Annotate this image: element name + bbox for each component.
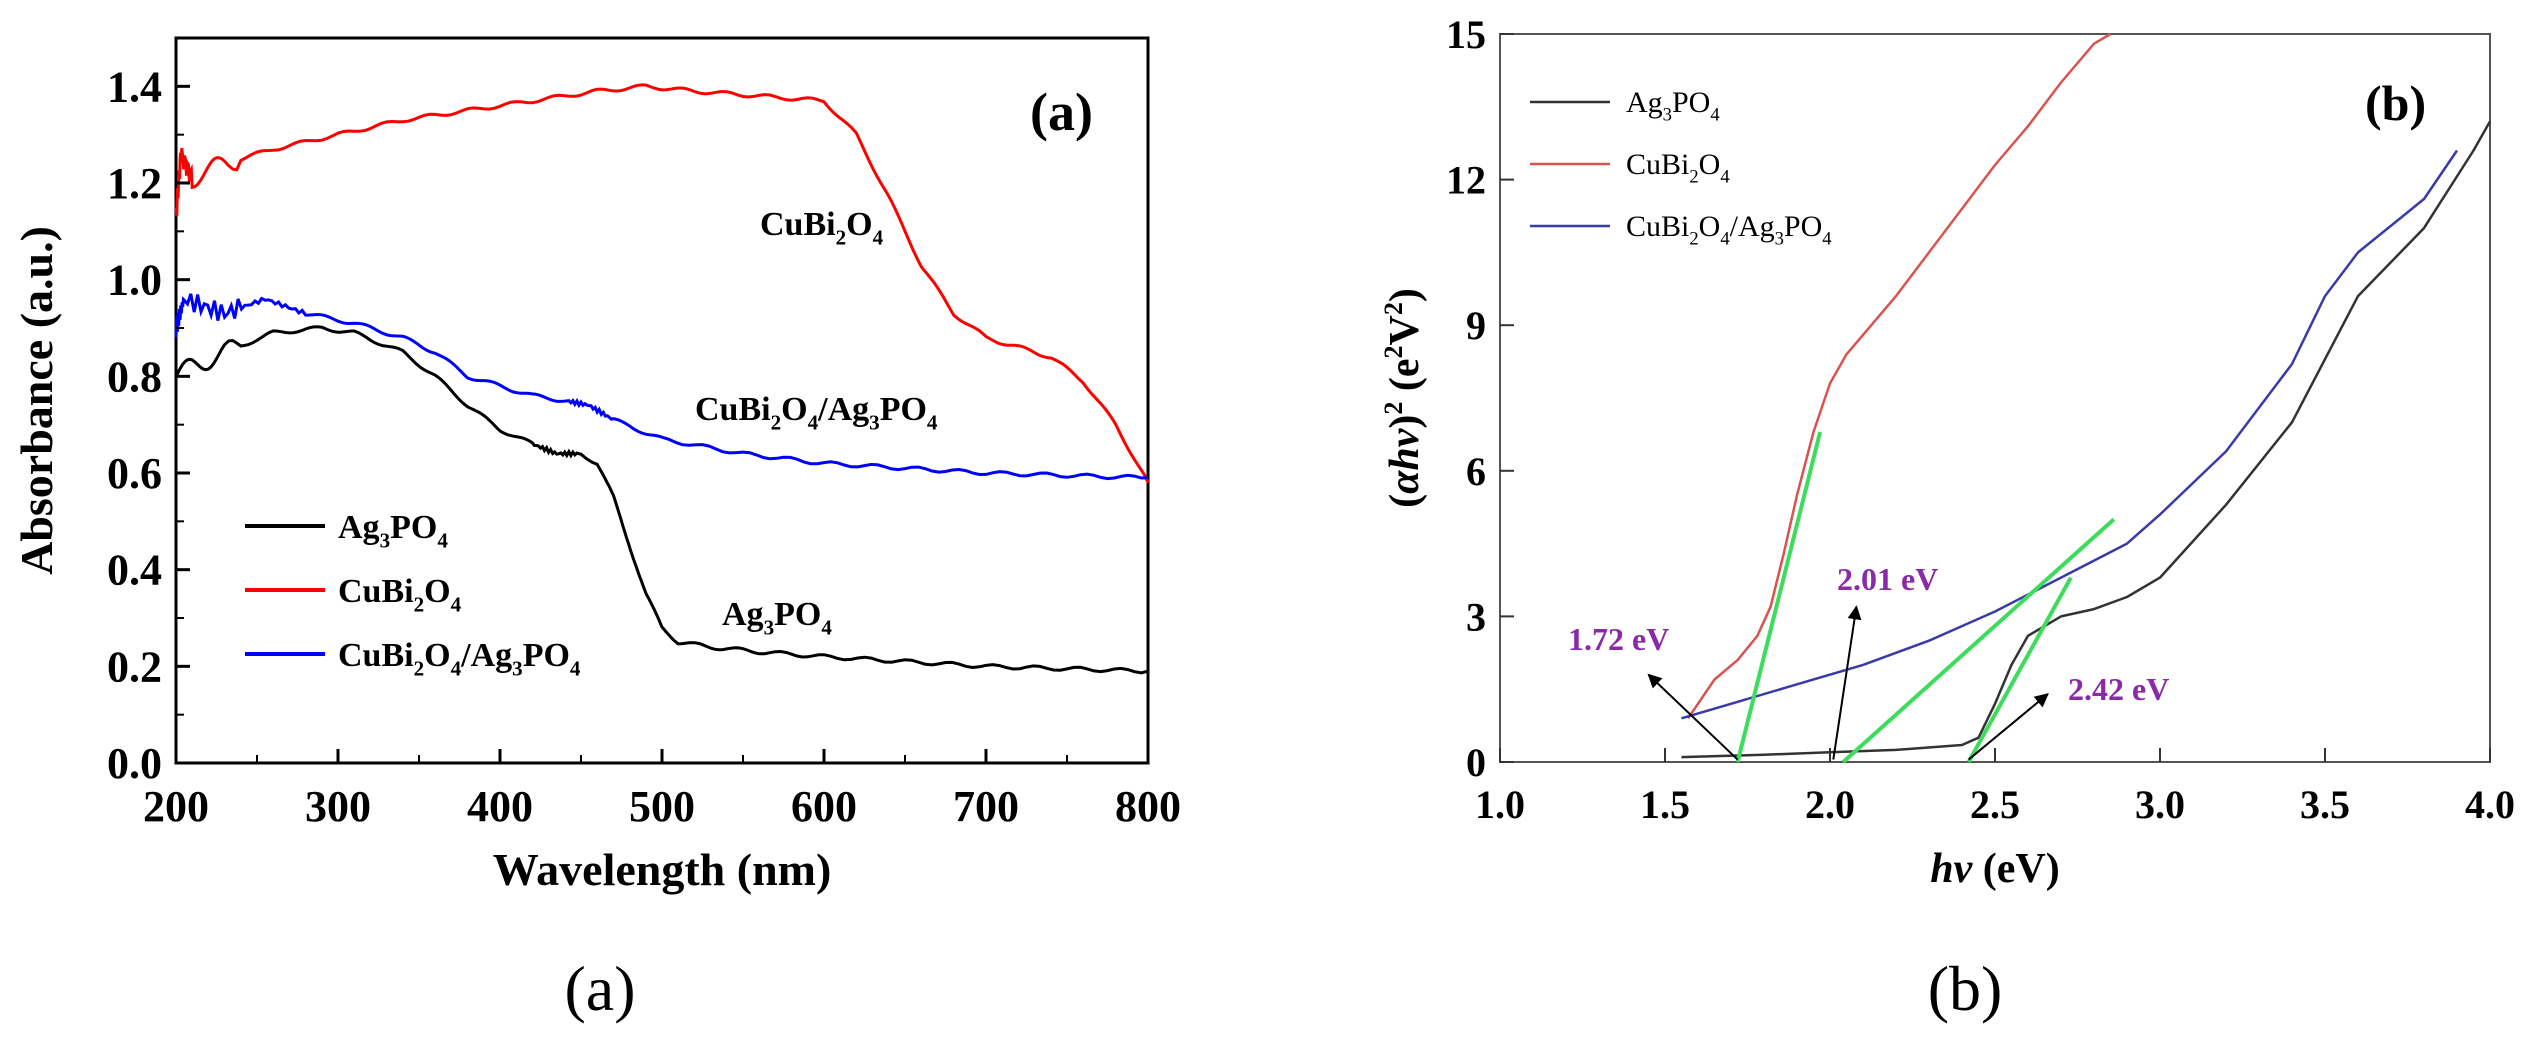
chart-b-tangent-line [1841, 517, 2116, 764]
chart-a-x-axis-label: Wavelength (nm) [493, 844, 832, 895]
chart-a-panel-label: (a) [1030, 82, 1093, 142]
chart-b-arrow [1967, 693, 2049, 761]
chart-b-legend-label: CuBi2O4 [1626, 148, 1730, 187]
chart-a-x-tick-label: 600 [791, 782, 857, 831]
chart-a-series-ag3po4 [174, 325, 1149, 675]
chart-a-x-tick-label: 400 [467, 782, 533, 831]
chart-a-series-cubi2o4ag3po4 [174, 293, 1149, 481]
chart-b: 1.0 1.5 2.0 2.5 3.0 3.5 4.0 0 3 6 9 12 15 (b) hv (eV… [1379, 12, 2515, 892]
chart-a-x-tick-label: 200 [143, 782, 209, 831]
chart-b-y-tick-label: 15 [1446, 12, 1486, 57]
chart-b-y-tick-label: 6 [1466, 449, 1486, 494]
chart-a-y-tick-label: 0.4 [107, 546, 162, 595]
chart-a-y-tick-label: 0.0 [107, 739, 162, 788]
chart-a-series-cubi2o4 [174, 83, 1150, 484]
chart-b-x-tick-label: 3.5 [2300, 782, 2350, 827]
chart-b-band-gap-label: 1.72 eV [1568, 621, 1669, 657]
chart-a-x-tick-label: 700 [953, 782, 1019, 831]
chart-b-legend-label: Ag3PO4 [1626, 86, 1720, 125]
chart-a-y-tick-label: 0.6 [107, 449, 162, 498]
chart-b-x-tick-label: 1.5 [1640, 782, 1690, 827]
chart-b-y-tick-label: 3 [1466, 594, 1486, 639]
chart-a-legend-label: CuBi2O4 [338, 573, 462, 617]
chart-a-y-axis-label: Absorbance (a.u.) [11, 226, 62, 575]
chart-a-y-tick-label: 1.0 [107, 256, 162, 305]
chart-b-arrow [1832, 605, 1862, 760]
chart-a-x-tick-label: 800 [1115, 782, 1181, 831]
chart-a-x-tick-label: 500 [629, 782, 695, 831]
chart-a-y-tick-label: 1.2 [107, 159, 162, 208]
chart-b-x-tick-label: 3.0 [2135, 782, 2185, 827]
chart-b-y-axis-label: (αhv)2 (e2V2) [1379, 288, 1428, 508]
chart-b-tangent-line [1735, 431, 1823, 763]
chart-b-x-tick-label: 2.5 [1970, 782, 2020, 827]
chart-a-y-tick-label: 1.4 [107, 62, 162, 111]
chart-a-legend: Ag3PO4 CuBi2O4 CuBi2O4/Ag3PO4 [245, 509, 581, 681]
chart-a-annotation: CuBi2O4 [760, 206, 884, 250]
chart-b-band-gap-label: 2.01 eV [1837, 561, 1938, 597]
chart-b-series-cubi2o4ag3po4 [1681, 149, 2459, 720]
chart-b-series-cubi2o4 [1687, 32, 2112, 720]
chart-b-x-tick-label: 1.0 [1475, 782, 1525, 827]
chart-b-y-tick-label: 9 [1466, 303, 1486, 348]
chart-a-y-tick-label: 0.2 [107, 642, 162, 691]
chart-a-annotation: CuBi2O4/Ag3PO4 [695, 391, 938, 435]
caption-a: (a) [564, 953, 635, 1024]
chart-a: 200 300 400 500 600 700 800 0.0 0.2 0.4 0.6 0.8 1.0 1… [11, 36, 1181, 895]
chart-b-series-ag3po4 [1681, 120, 2492, 759]
chart-b-legend: Ag3PO4 CuBi2O4 CuBi2O4/Ag3PO4 [1530, 86, 1832, 249]
chart-b-x-tick-label: 2.0 [1805, 782, 1855, 827]
chart-b-legend-label: CuBi2O4/Ag3PO4 [1626, 210, 1832, 249]
caption-b: (b) [1928, 953, 2003, 1024]
chart-a-annotation: Ag3PO4 [722, 596, 832, 640]
chart-a-legend-label: Ag3PO4 [338, 509, 448, 553]
chart-b-panel-label: (b) [2365, 75, 2426, 131]
chart-b-tangent-line [1966, 576, 2073, 763]
chart-b-y-tick-label: 12 [1446, 158, 1486, 203]
chart-b-x-axis-label: hv (eV) [1930, 846, 2059, 892]
chart-a-x-tick-label: 300 [305, 782, 371, 831]
chart-b-y-tick-label: 0 [1466, 740, 1486, 785]
chart-a-y-tick-label: 0.8 [107, 352, 162, 401]
chart-a-legend-label: CuBi2O4/Ag3PO4 [338, 637, 581, 681]
chart-b-band-gap-label: 2.42 eV [2068, 671, 2169, 707]
chart-b-x-tick-label: 4.0 [2465, 782, 2515, 827]
chart-b-arrow [1647, 673, 1739, 761]
